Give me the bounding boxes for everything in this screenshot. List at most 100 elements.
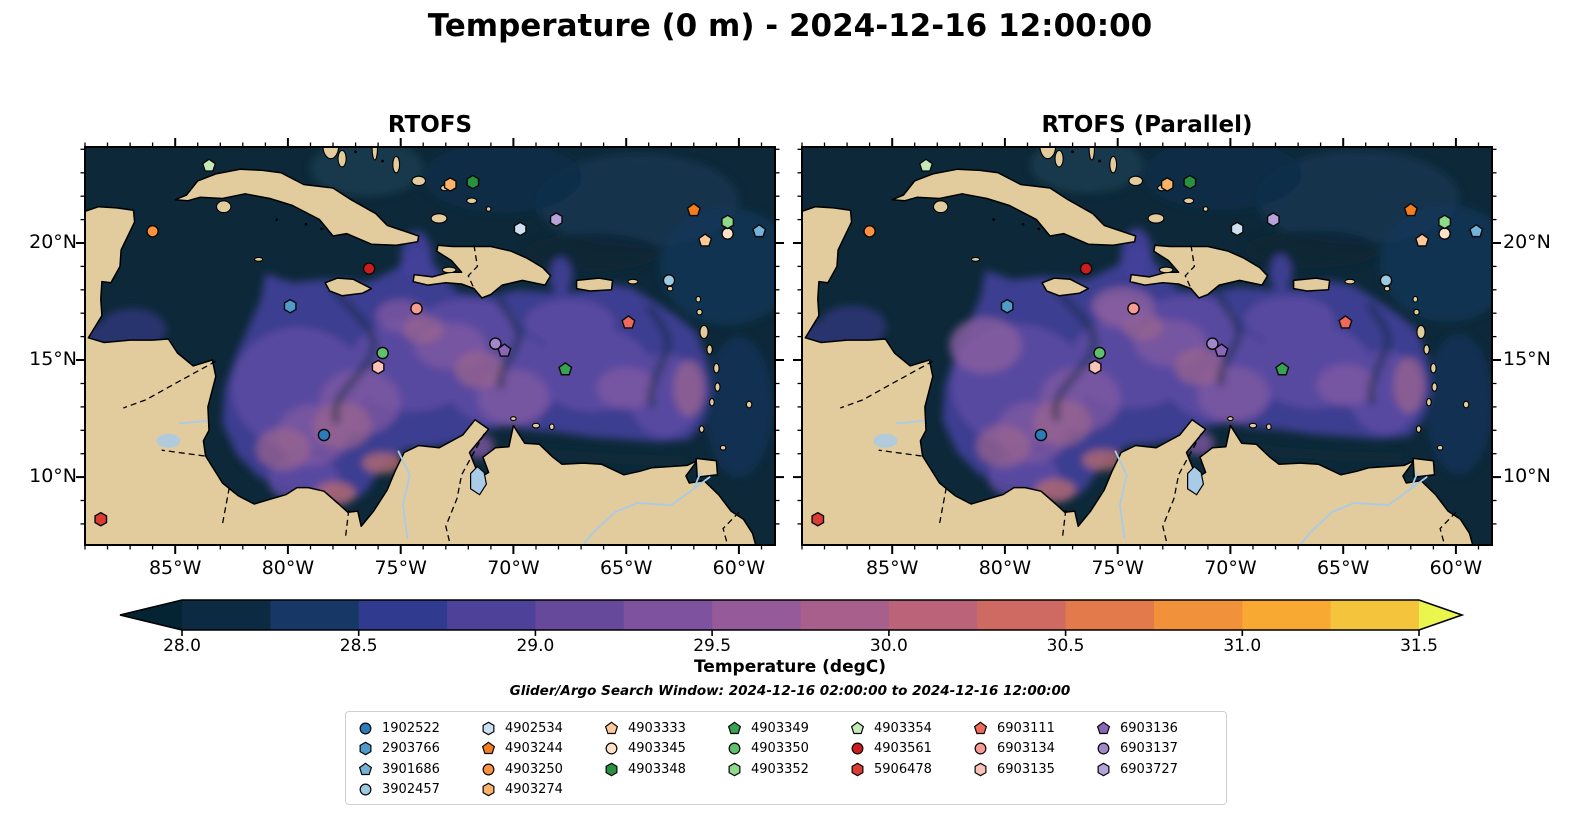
legend-label: 4903244 <box>505 741 563 757</box>
panel-rtofs: RTOFS 85°W 80°W 75°W 70°W 65°W 60°W 20°N 15°N 10… <box>29 100 784 620</box>
x-tick-label: 65°W <box>599 557 653 579</box>
colorbar-tick-label: 30.5 <box>1046 636 1085 656</box>
float-marker-4903352 <box>1438 214 1452 230</box>
y-tick-label: 15°N <box>1503 348 1551 371</box>
sea-surface <box>802 147 1492 545</box>
legend-column: 4903333 4903345 4903348 <box>604 718 727 780</box>
float-marker-4903250 <box>863 225 876 238</box>
float-marker-1902522 <box>317 428 331 442</box>
hexagon-marker-icon <box>482 721 495 736</box>
legend-column: 6903111 6903134 6903135 <box>973 718 1096 780</box>
search-window-annotation: Glider/Argo Search Window: 2024-12-16 02… <box>509 683 1071 699</box>
figure-title: Temperature (0 m) - 2024-12-16 12:00:00 <box>427 8 1153 44</box>
colorbar-tick-label: 28.5 <box>339 636 378 656</box>
legend-label: 4903348 <box>628 761 686 777</box>
colorbar-tick-label: 31.5 <box>1400 636 1438 656</box>
float-legend: 1902522 2903766 3901686 3902457 4902534 49032… <box>345 711 1227 805</box>
hexagon-marker-icon <box>728 762 741 777</box>
float-marker-4903348 <box>466 174 480 190</box>
legend-label: 6903111 <box>997 720 1055 736</box>
legend-item: 6903135 <box>973 759 1096 780</box>
float-marker-4903354 <box>918 158 934 172</box>
map-frame <box>801 146 1493 546</box>
hexagon-marker-icon <box>359 741 372 756</box>
x-tick-label: 80°W <box>261 557 315 579</box>
float-marker-4903244 <box>1403 202 1418 217</box>
lakes-rivers <box>895 420 1482 545</box>
legend-item: 4903333 <box>604 718 727 739</box>
float-marker-4903354 <box>201 158 217 172</box>
float-marker-4903350 <box>1093 346 1106 360</box>
panel-title-rtofs-parallel: RTOFS (Parallel) <box>1041 112 1253 138</box>
hexagon-marker-icon <box>974 762 987 777</box>
map-frame <box>84 146 776 546</box>
legend-label: 6903134 <box>997 741 1055 757</box>
float-marker-6903137 <box>489 337 502 350</box>
float-marker-4903250 <box>146 225 159 238</box>
landmass <box>802 147 1474 545</box>
legend-label: 4903345 <box>628 741 686 757</box>
legend-column: 1902522 2903766 3901686 3902457 <box>358 718 481 800</box>
pentagon-marker-icon <box>604 721 619 734</box>
legend-label: 6903137 <box>1120 741 1178 757</box>
legend-item: 6903137 <box>1096 739 1219 760</box>
float-marker-3902457 <box>1379 274 1393 287</box>
legend-label: 4903352 <box>751 761 809 777</box>
x-tick-label: 75°W <box>374 557 427 579</box>
legend-item: 4903244 <box>481 739 604 760</box>
legend-column: 6903136 6903137 6903727 <box>1096 718 1219 780</box>
float-marker-3901686 <box>752 223 767 238</box>
x-tick-label: 60°W <box>712 557 766 579</box>
legend-item: 4903354 <box>850 718 973 739</box>
float-marker-1902522 <box>1034 428 1048 442</box>
legend-item: 4903561 <box>850 739 973 760</box>
circle-marker-icon <box>605 742 618 755</box>
pentagon-marker-icon <box>481 741 496 755</box>
x-tick-label: 65°W <box>1316 557 1370 579</box>
legend-item: 6903111 <box>973 718 1096 739</box>
legend-item: 6903727 <box>1096 759 1219 780</box>
colorbar <box>119 599 1465 636</box>
legend-item: 1902522 <box>358 718 481 739</box>
legend-item: 2903766 <box>358 739 481 760</box>
float-marker-6903135 <box>1088 359 1102 375</box>
legend-item: 4903350 <box>727 739 850 760</box>
hexagon-marker-icon <box>1097 762 1110 777</box>
circle-marker-icon <box>728 742 741 755</box>
float-marker-4903274 <box>1160 177 1174 192</box>
float-marker-4903348 <box>1183 174 1197 190</box>
legend-item: 4903250 <box>481 759 604 780</box>
legend-label: 6903135 <box>997 761 1055 777</box>
hexagon-marker-icon <box>605 762 618 777</box>
legend-label: 4903333 <box>628 720 686 736</box>
country-borders <box>123 245 740 545</box>
y-tick-label: 20°N <box>1503 230 1551 253</box>
legend-item: 4903274 <box>481 780 604 801</box>
colorbar-tick-label: 28.0 <box>163 636 201 656</box>
legend-label: 6903136 <box>1120 720 1178 736</box>
map-rtofs <box>76 138 784 554</box>
float-marker-6903137 <box>1206 337 1219 350</box>
circle-marker-icon <box>482 763 495 776</box>
circle-marker-icon <box>974 742 987 755</box>
x-tick-label: 70°W <box>1204 557 1257 579</box>
legend-label: 2903766 <box>382 741 440 757</box>
float-markers <box>811 158 1484 527</box>
y-tick-label: 10°N <box>29 465 77 488</box>
float-marker-4903333 <box>697 233 713 247</box>
legend-item: 6903136 <box>1096 718 1219 739</box>
x-tick-label: 85°W <box>148 557 202 579</box>
legend-label: 4903350 <box>751 741 809 757</box>
float-markers <box>94 158 767 527</box>
y-tick-label: 20°N <box>29 230 77 253</box>
pentagon-marker-icon <box>973 721 988 734</box>
lake-maracaibo <box>1187 465 1205 496</box>
float-marker-4903345 <box>721 227 734 240</box>
hexagon-marker-icon <box>851 762 864 777</box>
legend-item: 4902534 <box>481 718 604 739</box>
pentagon-marker-icon <box>358 762 373 775</box>
colorbar-tick-label: 29.0 <box>516 636 555 656</box>
legend-label: 3902457 <box>382 782 440 798</box>
float-marker-4903349 <box>558 361 573 376</box>
legend-item: 4903348 <box>604 759 727 780</box>
